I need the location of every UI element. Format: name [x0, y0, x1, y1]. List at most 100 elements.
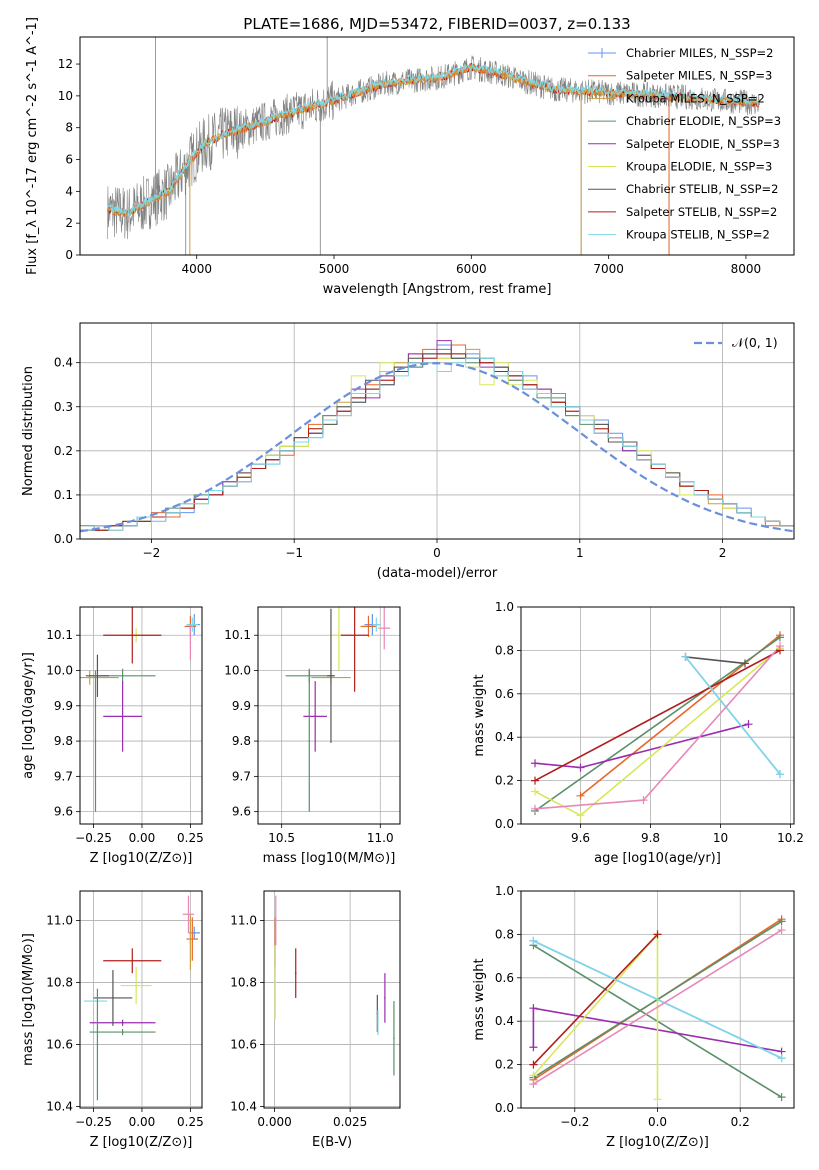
data-point [135, 984, 137, 987]
y-tick-label: 11.0 [46, 913, 73, 927]
plus-marker [776, 642, 784, 651]
axes-frame [257, 606, 401, 825]
y-tick-label: 10.0 [46, 664, 73, 678]
x-tick-label: −0.25 [75, 831, 112, 845]
plus-marker [529, 1080, 538, 1089]
x-tick-label: 4000 [181, 262, 212, 276]
plus-marker [681, 652, 690, 661]
chart-panel-6: 0.000 0.025 10.4 10.6 10.8 11.0 E(B-V) [230, 890, 401, 1150]
data-point [121, 1031, 124, 1033]
y-tick-label: 0.0 [495, 1101, 514, 1115]
data-point [191, 938, 194, 940]
plus-marker [531, 776, 539, 785]
weight-line [534, 649, 781, 782]
x-tick-label: 0.025 [333, 1115, 367, 1129]
y-tick-label: 9.9 [54, 699, 73, 713]
y-tick-label: 1.0 [495, 884, 514, 898]
y-tick-label: 0.0 [495, 817, 514, 831]
plus-marker [529, 1071, 538, 1080]
plus-marker [653, 1095, 662, 1104]
y-tick-label: 9.6 [54, 805, 73, 819]
plus-marker [529, 1004, 538, 1013]
data-point [367, 625, 370, 628]
x-tick-label: 11.0 [367, 831, 394, 845]
data-point [189, 941, 192, 943]
x-tick-label: −1 [285, 546, 303, 560]
x-tick-label: 5000 [319, 262, 350, 276]
y-tick-label: 0.4 [495, 1014, 514, 1028]
y-axis-label: mass weight [472, 674, 487, 756]
x-tick-label: 0.00 [129, 1115, 156, 1129]
x-tick-label: 0.000 [257, 1115, 291, 1129]
plot-area [285, 607, 391, 812]
y-tick-label: 9.6 [232, 805, 251, 819]
y-tick-label: 0.8 [495, 927, 514, 941]
data-point [294, 972, 297, 974]
plus-marker [531, 804, 539, 813]
y-tick-label: 0 [65, 248, 73, 262]
plot-area [107, 37, 760, 255]
x-axis-label: Z [log10(Z/Z⊙)] [606, 1135, 709, 1150]
data-point [393, 1037, 395, 1040]
plus-marker [639, 796, 648, 805]
x-axis-label: Z [log10(Z/Z⊙)] [90, 1135, 193, 1150]
plot-area [80, 607, 201, 812]
chart-panel-7: −0.2 0.0 0.2 0.0 0.2 0.4 0.6 0.8 1.0 Z [log10(Z/Z… [472, 884, 795, 1150]
weight-line [532, 929, 783, 1085]
y-tick-label: 10.6 [230, 1037, 257, 1051]
plus-marker [576, 811, 585, 820]
x-axis-label: wavelength [Angstrom, rest frame] [323, 282, 552, 297]
model-spectrum-line [107, 63, 760, 216]
y-tick-label: 11.0 [230, 913, 257, 927]
plus-marker [777, 1093, 786, 1102]
data-point [377, 1021, 379, 1024]
x-axis-label: age [log10(age/yr)] [594, 851, 721, 866]
data-point [314, 715, 316, 718]
y-tick-label: 10.8 [46, 975, 73, 989]
chart-panel-1: −2 −1 0 1 2 0.0 0.1 0.2 0.3 0.4 (data-model)/error… [21, 322, 795, 581]
chart-panel-3: 10.5 11.0 9.6 9.7 9.8 9.9 10.0 10.1 mass [log10(… [224, 606, 401, 866]
y-tick-label: 10.6 [46, 1037, 73, 1051]
y-tick-label: 6 [65, 153, 73, 167]
x-tick-label: 9.6 [571, 831, 590, 845]
chart-panel-5: −0.25 0.00 0.25 10.4 10.6 10.8 11.0 Z [log10(Z/… [21, 890, 204, 1150]
data-point [94, 740, 97, 742]
legend-label: Kroupa STELIB, N_SSP=2 [626, 228, 770, 242]
data-point [131, 959, 134, 962]
y-tick-label: 0.2 [54, 444, 73, 458]
y-tick-label: 10.1 [224, 628, 251, 642]
x-axis-label: Z [log10(Z/Z⊙)] [90, 851, 193, 866]
axes-frame [79, 890, 203, 1109]
weight-line [534, 647, 781, 817]
plot-area [274, 895, 395, 1076]
y-tick-label: 10.8 [230, 975, 257, 989]
plus-marker [777, 926, 786, 935]
x-tick-label: −2 [143, 546, 161, 560]
data-point [112, 997, 114, 999]
y-axis-label: Flux [f_λ 10^-17 erg cm^-2 s^-1 A^-1] [25, 17, 40, 275]
x-tick-label: 0.00 [129, 831, 156, 845]
data-point [338, 634, 340, 637]
x-tick-label: 1 [576, 546, 584, 560]
y-tick-label: 9.7 [54, 769, 73, 783]
weight-line [534, 636, 781, 812]
y-axis-label: age [log10(age/yr)] [21, 652, 36, 779]
plus-marker [531, 787, 539, 796]
y-tick-label: 0.3 [54, 400, 73, 414]
data-point [308, 740, 311, 742]
axes-frame [520, 606, 795, 825]
data-point [187, 913, 190, 916]
weight-line [532, 933, 659, 1066]
y-tick-label: 0.4 [54, 356, 73, 370]
y-tick-label: 1.0 [495, 600, 514, 614]
axes-frame [520, 890, 795, 1109]
data-point [96, 1043, 99, 1046]
data-point [193, 932, 196, 934]
x-tick-label: 10.5 [268, 831, 295, 845]
y-tick-label: 0.8 [495, 643, 514, 657]
y-tick-label: 0.6 [495, 971, 514, 985]
legend-label: Chabrier ELODIE, N_SSP=3 [626, 114, 781, 128]
plus-marker [576, 791, 585, 800]
legend-label: Chabrier STELIB, N_SSP=2 [626, 182, 778, 196]
x-tick-label: 8000 [731, 262, 762, 276]
